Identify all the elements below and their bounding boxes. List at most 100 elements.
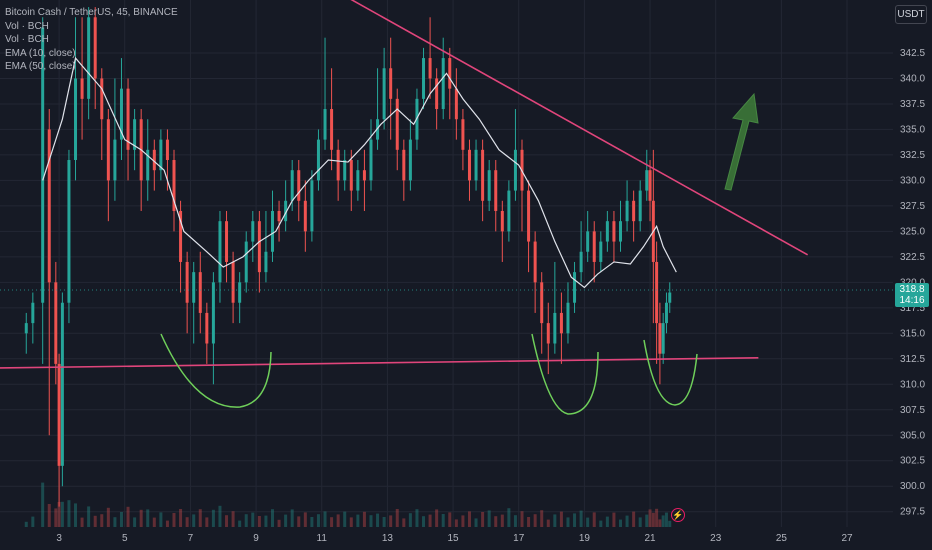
candle-body: [395, 98, 399, 150]
volume-bar: [494, 516, 498, 527]
price-tick-label: 327.5: [900, 201, 925, 212]
volume-bar: [448, 512, 452, 527]
volume-bar: [435, 509, 439, 527]
volume-bar: [47, 504, 51, 527]
price-tick-label: 320.0: [900, 277, 925, 288]
volume-bar: [67, 500, 71, 527]
volume-bar: [632, 511, 636, 527]
lightning-icon[interactable]: ⚡: [671, 508, 685, 522]
volume-bar: [24, 521, 28, 527]
volume-bar: [251, 512, 255, 527]
volume-bar: [316, 514, 320, 527]
price-tick-label: 310.0: [900, 379, 925, 390]
volume-bar: [664, 512, 668, 527]
candle-body: [185, 261, 189, 303]
volume-bar: [661, 515, 665, 527]
volume-bar: [513, 515, 517, 527]
candle-body: [159, 139, 163, 171]
time-tick-label: 7: [188, 533, 194, 544]
volume-bar: [270, 509, 274, 527]
candle-body: [376, 119, 380, 140]
volume-bar: [382, 517, 386, 527]
volume-bar: [507, 508, 511, 527]
time-axis[interactable]: 3 5 7 9 11 13 15 17 19 21 23 25 27: [56, 533, 853, 544]
volume-bar: [297, 516, 301, 527]
volume-bar: [336, 514, 340, 527]
indicator-ema-10[interactable]: EMA (10, close): [5, 47, 76, 59]
price-tick-label: 335.0: [900, 124, 925, 135]
candle-body: [382, 68, 386, 120]
volume-bar: [573, 513, 577, 527]
indicator-ema-50[interactable]: EMA (50, close): [5, 61, 76, 72]
candle-body: [54, 282, 58, 364]
volume-bar: [648, 509, 652, 527]
volume-bar: [172, 513, 176, 527]
volume-bar: [41, 482, 45, 527]
volume-bar: [80, 517, 84, 527]
volume-bar: [225, 515, 229, 527]
volume-bar: [244, 514, 248, 527]
indicator-volume-2[interactable]: Vol · BCH: [5, 34, 49, 45]
candle-body: [198, 272, 202, 313]
candle-body: [408, 139, 412, 181]
volume-bar: [284, 514, 288, 527]
volume-bar: [395, 509, 399, 527]
volume-bar: [362, 511, 366, 527]
candle-body: [225, 221, 229, 262]
volume-bar: [625, 515, 629, 527]
volume-bar: [139, 509, 143, 527]
symbol-title[interactable]: Bitcoin Cash / TetherUS, 45, BINANCE: [5, 7, 178, 18]
volume-bar: [402, 518, 406, 527]
volume-bar: [100, 514, 104, 527]
volume-bar: [330, 517, 334, 527]
volume-bar: [474, 518, 478, 527]
volume-bar: [441, 514, 445, 527]
candle-body: [152, 149, 156, 171]
volume-bar: [198, 509, 202, 527]
price-tick-label: 342.5: [900, 48, 925, 59]
trendline: [0, 356, 759, 369]
volume-bar: [231, 511, 235, 527]
volume-bar: [257, 516, 261, 527]
indicator-volume[interactable]: Vol · BCH: [5, 20, 49, 32]
volume-bar: [185, 517, 189, 527]
currency-button[interactable]: USDT: [895, 5, 927, 24]
price-tick-label: 325.0: [900, 226, 925, 237]
volume-bar: [487, 510, 491, 527]
candle-body: [24, 323, 28, 334]
bar-countdown: 14:16: [899, 295, 925, 306]
candle-body: [343, 160, 347, 181]
candle-body: [494, 170, 498, 211]
volume-bar: [343, 511, 347, 527]
volume-bar: [655, 508, 659, 527]
price-axis[interactable]: 342.5 340.0 337.5 335.0 332.5 330.0 327.5 325.0…: [900, 48, 925, 518]
annotations[interactable]: [160, 92, 759, 415]
volume-bar: [238, 520, 242, 527]
candle-body: [533, 241, 537, 283]
volume-bar: [520, 511, 524, 527]
trendlines[interactable]: [0, 0, 809, 369]
volume-bar: [113, 517, 117, 527]
price-tick-label: 332.5: [900, 150, 925, 161]
volume-bar: [31, 516, 35, 527]
volume-bar: [546, 519, 550, 527]
candle-body: [60, 302, 64, 466]
time-tick-label: 13: [382, 533, 394, 544]
candle-body: [474, 149, 478, 181]
candle-body: [454, 88, 458, 120]
candle-body: [257, 221, 261, 273]
candle-body: [106, 119, 110, 181]
candle-body: [487, 170, 491, 201]
candle-body: [126, 88, 130, 150]
candle-body: [461, 119, 465, 150]
volume-bar: [389, 515, 393, 527]
candle-body: [655, 261, 659, 324]
candle-body: [362, 170, 366, 181]
candle-body: [402, 149, 406, 181]
volume-bar: [605, 516, 609, 527]
candle-body: [100, 78, 104, 120]
candle-body: [80, 78, 84, 99]
price-tick-label: 317.5: [900, 303, 925, 314]
candle-body: [668, 292, 672, 303]
